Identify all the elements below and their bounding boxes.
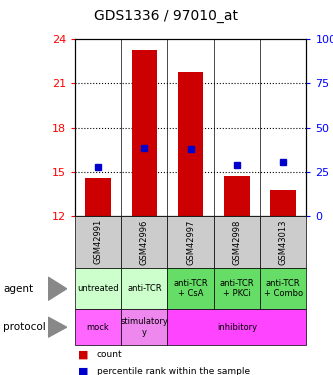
Bar — [224, 176, 250, 216]
Bar — [270, 190, 296, 216]
Text: protocol: protocol — [3, 322, 46, 332]
Bar — [132, 50, 157, 216]
Polygon shape — [48, 317, 67, 337]
Bar — [178, 72, 203, 216]
Text: anti-TCR
+ PKCi: anti-TCR + PKCi — [220, 279, 254, 298]
Text: percentile rank within the sample: percentile rank within the sample — [97, 367, 250, 375]
Text: agent: agent — [3, 284, 33, 294]
Text: inhibitory: inhibitory — [217, 322, 257, 332]
Bar — [85, 178, 111, 216]
Text: mock: mock — [87, 322, 110, 332]
Text: untreated: untreated — [77, 284, 119, 293]
Text: count: count — [97, 350, 122, 359]
Polygon shape — [48, 277, 67, 300]
Text: GSM42991: GSM42991 — [94, 219, 103, 264]
Text: anti-TCR: anti-TCR — [127, 284, 162, 293]
Text: stimulatory
y: stimulatory y — [121, 318, 168, 337]
Text: GDS1336 / 97010_at: GDS1336 / 97010_at — [95, 9, 238, 23]
Text: anti-TCR
+ CsA: anti-TCR + CsA — [173, 279, 208, 298]
Text: GSM43013: GSM43013 — [279, 219, 288, 265]
Text: GSM42996: GSM42996 — [140, 219, 149, 265]
Text: GSM42997: GSM42997 — [186, 219, 195, 265]
Text: GSM42998: GSM42998 — [232, 219, 241, 265]
Text: anti-TCR
+ Combo: anti-TCR + Combo — [264, 279, 303, 298]
Text: ■: ■ — [78, 366, 89, 375]
Text: ■: ■ — [78, 350, 89, 359]
